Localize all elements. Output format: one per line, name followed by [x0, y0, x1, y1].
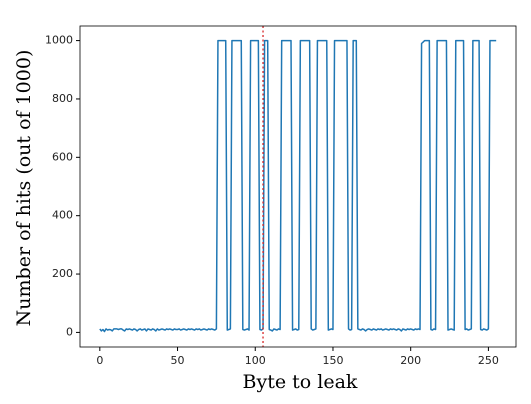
- y-tick-label: 200: [52, 267, 73, 280]
- x-axis-label: Byte to leak: [243, 371, 358, 393]
- y-axis-label: Number of hits (out of 1000): [13, 50, 35, 327]
- y-tick-label: 0: [66, 325, 73, 338]
- x-tick-label: 250: [478, 354, 499, 367]
- x-tick-label: 0: [96, 354, 103, 367]
- x-tick-label: 200: [400, 354, 421, 367]
- y-tick-label: 600: [52, 150, 73, 163]
- x-tick-label: 50: [171, 354, 185, 367]
- x-tick-label: 150: [322, 354, 343, 367]
- line-series: [99, 39, 497, 333]
- x-tick-label: 100: [245, 354, 266, 367]
- y-tick-label: 1000: [45, 34, 73, 47]
- y-tick-label: 800: [52, 92, 73, 105]
- y-tick-label: 400: [52, 209, 73, 222]
- plot-frame: [79, 25, 517, 348]
